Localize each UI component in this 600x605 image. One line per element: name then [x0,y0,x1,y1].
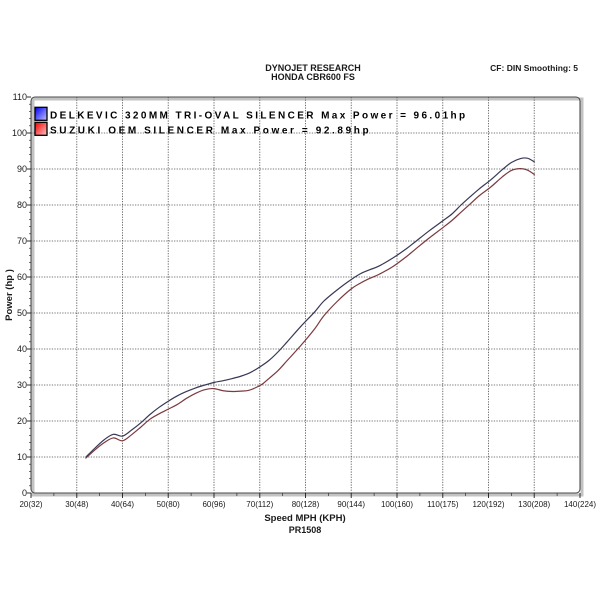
svg-text:140(224): 140(224) [564,500,596,509]
svg-text:130(208): 130(208) [518,500,550,509]
svg-text:10: 10 [17,452,27,462]
svg-text:120(192): 120(192) [472,500,504,509]
svg-text:40(64): 40(64) [111,500,134,509]
svg-text:20: 20 [17,416,27,426]
svg-text:100: 100 [12,128,27,138]
svg-text:Power (hp ): Power (hp ) [4,269,15,321]
svg-text:60(96): 60(96) [202,500,225,509]
svg-text:60: 60 [17,272,27,282]
svg-text:80(128): 80(128) [292,500,320,509]
svg-text:50(80): 50(80) [157,500,180,509]
svg-text:110(175): 110(175) [427,500,459,509]
svg-text:110: 110 [13,92,27,102]
svg-text:70: 70 [17,236,27,246]
svg-text:PR1508: PR1508 [289,525,322,535]
svg-text:DELKEVIC 320MM TRI-OVAL SILENC: DELKEVIC 320MM TRI-OVAL SILENCER Max Pow… [50,110,468,121]
svg-text:30(48): 30(48) [65,500,88,509]
svg-text:100(160): 100(160) [381,500,413,509]
svg-text:50: 50 [17,308,27,318]
svg-text:90: 90 [17,164,27,174]
svg-text:70(112): 70(112) [246,500,273,509]
svg-text:80: 80 [17,200,27,210]
svg-text:HONDA CBR600 FS: HONDA CBR600 FS [271,72,355,82]
svg-text:20(32): 20(32) [19,500,42,509]
svg-text:90(144): 90(144) [337,500,365,509]
svg-text:0: 0 [22,488,27,498]
svg-text:40: 40 [17,344,27,354]
svg-text:30: 30 [17,380,27,390]
svg-text:CF: DIN Smoothing: 5: CF: DIN Smoothing: 5 [490,63,578,73]
svg-text:Speed MPH (KPH): Speed MPH (KPH) [264,513,345,524]
svg-text:SUZUKI OEM SILENCER Max Power: SUZUKI OEM SILENCER Max Power = 92.89hp [50,125,371,136]
